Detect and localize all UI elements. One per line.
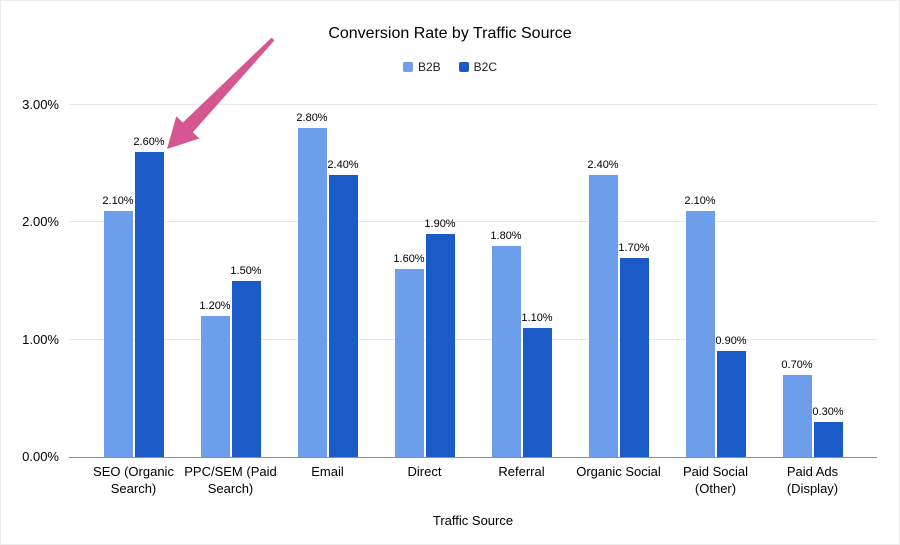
bar-b2b: 1.20% bbox=[199, 300, 231, 457]
bar-b2b: 2.10% bbox=[102, 195, 134, 457]
gridline bbox=[69, 338, 877, 340]
bar-b2b: 1.60% bbox=[393, 253, 425, 457]
x-tick-label: Organic Social bbox=[576, 464, 661, 479]
bar-group: 2.10% 0.90% bbox=[667, 105, 764, 457]
bar-b2c: 2.60% bbox=[133, 136, 165, 457]
bar-b2c: 2.40% bbox=[327, 159, 359, 457]
bar-value-label: 0.90% bbox=[715, 335, 747, 348]
gridline bbox=[69, 221, 877, 223]
bar-group: 1.20% 1.50% bbox=[182, 105, 279, 457]
bar-value-label: 2.40% bbox=[587, 159, 619, 172]
bar-value-label: 2.10% bbox=[684, 194, 716, 207]
legend-label: B2B bbox=[417, 60, 441, 74]
plot-area: 2.10% 2.60% 1.20% 1.50% 2.80% 2.40% 1.60% 1.90%… bbox=[69, 104, 877, 458]
bar-b2b: 1.80% bbox=[490, 230, 522, 457]
chart-title: Conversion Rate by Traffic Source bbox=[328, 25, 572, 42]
bar-value-label: 2.60% bbox=[133, 135, 165, 148]
bar-b2c: 1.70% bbox=[618, 242, 650, 457]
bar-b2b: 2.10% bbox=[684, 195, 716, 457]
bar-b2b: 2.80% bbox=[296, 112, 328, 457]
x-axis-line bbox=[69, 457, 877, 458]
bar-value-label: 2.10% bbox=[102, 194, 134, 207]
y-tick-label: 1.00% bbox=[22, 331, 59, 347]
bar-group: 2.10% 2.60% bbox=[85, 105, 182, 457]
bar-value-label: 1.90% bbox=[424, 218, 456, 231]
bar-b2c: 0.30% bbox=[812, 406, 844, 457]
bar-value-label: 1.70% bbox=[618, 241, 650, 254]
bar-group: 0.70% 0.30% bbox=[764, 105, 861, 457]
bar-group: 1.80% 1.10% bbox=[473, 105, 570, 457]
bar-groups: 2.10% 2.60% 1.20% 1.50% 2.80% 2.40% 1.60% 1.90%… bbox=[69, 105, 877, 457]
x-tick-label: PPC/SEM (Paid Search) bbox=[184, 464, 277, 496]
bar-value-label: 1.80% bbox=[490, 229, 522, 242]
legend-item-b2b: B2B bbox=[402, 60, 441, 74]
bar-value-label: 1.60% bbox=[393, 253, 425, 266]
x-tick-label: Paid Ads (Display) bbox=[786, 464, 839, 496]
bar-b2c: 1.90% bbox=[424, 218, 456, 457]
bar-value-label: 2.40% bbox=[327, 159, 359, 172]
x-tick-label: SEO (Organic Search) bbox=[93, 464, 174, 496]
y-tick-label: 3.00% bbox=[22, 97, 59, 112]
legend-item-b2c: B2C bbox=[458, 60, 498, 74]
legend-swatch-icon bbox=[402, 62, 413, 72]
x-tick-label: Paid Social (Other) bbox=[682, 464, 749, 496]
bar-group: 2.40% 1.70% bbox=[570, 105, 667, 457]
x-axis-tick-labels: SEO (Organic Search) PPC/SEM (Paid Search… bbox=[69, 463, 877, 497]
bar-value-label: 2.80% bbox=[296, 112, 328, 125]
bar-b2b: 2.40% bbox=[587, 159, 619, 457]
bar-value-label: 1.20% bbox=[199, 300, 231, 313]
y-tick-label: 2.00% bbox=[22, 214, 59, 230]
legend-label: B2C bbox=[473, 60, 498, 74]
bar-b2c: 0.90% bbox=[715, 335, 747, 457]
x-tick-label: Direct bbox=[407, 464, 442, 479]
legend-swatch-icon bbox=[458, 62, 469, 72]
bar-value-label: 0.70% bbox=[781, 358, 813, 371]
x-axis-title: Traffic Source bbox=[432, 513, 514, 528]
x-tick-label: Referral bbox=[498, 464, 545, 479]
bar-group: 1.60% 1.90% bbox=[376, 105, 473, 457]
bar-b2c: 1.10% bbox=[521, 312, 553, 457]
y-tick-label: 0.00% bbox=[22, 449, 59, 464]
x-tick-label: Email bbox=[311, 464, 344, 479]
bar-b2c: 1.50% bbox=[230, 265, 262, 457]
bar-value-label: 0.30% bbox=[812, 405, 844, 418]
gridline bbox=[69, 104, 877, 105]
bar-b2b: 0.70% bbox=[781, 359, 813, 457]
chart-legend: B2B B2C bbox=[1, 59, 899, 75]
bar-group: 2.80% 2.40% bbox=[279, 105, 376, 457]
bar-value-label: 1.10% bbox=[521, 311, 553, 324]
bar-value-label: 1.50% bbox=[230, 265, 262, 277]
y-axis-tick-labels: 0.00% 1.00% 2.00% 3.00% bbox=[1, 97, 59, 464]
